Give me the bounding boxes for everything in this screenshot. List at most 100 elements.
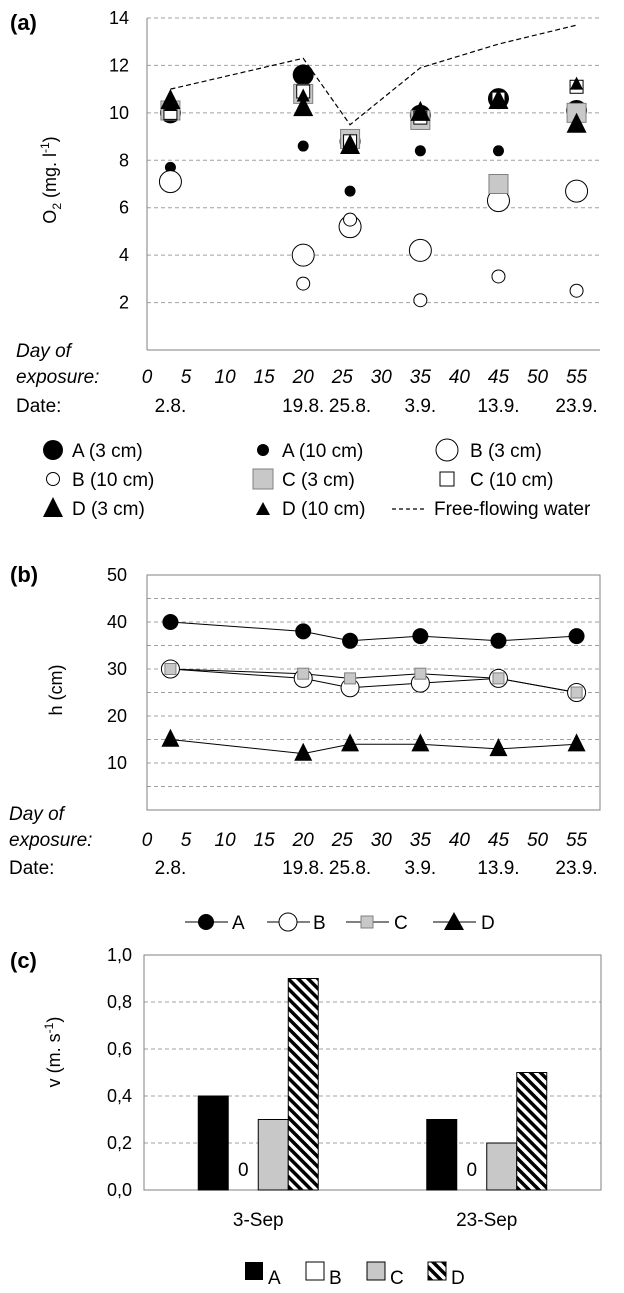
series-line-a — [170, 621, 577, 642]
point-d-10-cm--shape — [570, 76, 584, 90]
date-label: 2.8. — [155, 396, 187, 417]
date-label: 23.9. — [555, 396, 597, 417]
panel-a-letter: (a) — [10, 10, 37, 35]
svg-text:B (3 cm): B (3 cm) — [470, 441, 542, 462]
point-d-3-cm- — [293, 96, 314, 117]
point-a — [490, 632, 507, 649]
point-d — [411, 733, 430, 752]
y-tick-label: 10 — [107, 753, 127, 773]
category-label: 3-Sep — [233, 1210, 284, 1231]
x-tick-label: 50 — [527, 367, 549, 388]
x-tick-label: 20 — [292, 367, 315, 388]
x-tick-label: 35 — [410, 367, 432, 388]
bar-d — [516, 1072, 548, 1191]
svg-text:B (10 cm): B (10 cm) — [72, 470, 154, 491]
point-c-shape — [492, 672, 505, 685]
point-a-3-cm- — [292, 64, 314, 86]
y-tick-label: 30 — [107, 659, 127, 679]
svg-text:C: C — [390, 1268, 404, 1289]
legend-c-item: D — [427, 1261, 465, 1289]
point-d-shape — [489, 738, 508, 757]
x-tick-label: 25 — [331, 830, 354, 851]
point-d-10-cm- — [491, 95, 505, 109]
x-tick-label: 55 — [566, 367, 588, 388]
point-d — [567, 733, 586, 752]
point-d-10-cm- — [343, 135, 357, 149]
y-tick-label: 0,0 — [107, 1180, 132, 1200]
point-c-shape — [414, 667, 427, 680]
point-a — [342, 632, 359, 649]
x-tick-label: 30 — [371, 830, 393, 851]
point-b-3-cm- — [565, 179, 589, 203]
date-label: 19.8. — [282, 396, 324, 417]
x-tick-label: 15 — [254, 367, 276, 388]
point-b-10-cm- — [343, 212, 358, 227]
point-a — [412, 628, 429, 645]
point-a-shape — [412, 628, 429, 645]
y-tick-label: 14 — [109, 8, 129, 28]
point-c-3-cm--shape — [488, 174, 509, 194]
bar-zero-label: 0 — [466, 1160, 477, 1181]
x-tick-label: 0 — [142, 830, 153, 851]
date-label: 25.8. — [329, 396, 371, 417]
legend-c: A B C D — [245, 1261, 465, 1289]
legend-a-item: A (10 cm) — [257, 441, 363, 462]
point-d — [161, 728, 180, 747]
svg-text:C (10 cm): C (10 cm) — [470, 470, 553, 491]
legend-a-item: D (3 cm) — [43, 497, 145, 520]
point-b-10-cm- — [491, 269, 506, 284]
bar-a — [426, 1119, 458, 1191]
y-tick-label: 0,8 — [107, 992, 132, 1012]
point-a-3-cm--shape — [292, 64, 314, 86]
y-tick-label: 0,2 — [107, 1133, 132, 1153]
point-c — [164, 663, 177, 675]
point-d-shape — [294, 742, 313, 761]
svg-text:D: D — [481, 913, 495, 934]
x-tick-label: 45 — [488, 830, 510, 851]
legend-a-item: C (3 cm) — [252, 468, 355, 491]
point-b-3-cm- — [291, 243, 315, 267]
svg-text:Free-flowing water: Free-flowing water — [434, 499, 591, 520]
point-b-10-cm--shape — [569, 283, 584, 298]
svg-text:A: A — [268, 1268, 281, 1289]
legend-b: A B C D — [185, 912, 495, 934]
x-tick-label: 50 — [527, 830, 549, 851]
legend-a-item: A (3 cm) — [43, 440, 143, 462]
x-tick-label: 25 — [331, 367, 354, 388]
point-a-shape — [162, 614, 179, 630]
point-d — [489, 738, 508, 757]
point-d-10-cm--shape — [343, 135, 357, 149]
point-d-10-cm--shape — [413, 102, 427, 116]
svg-text:D (3 cm): D (3 cm) — [72, 499, 145, 520]
point-d-10-cm- — [163, 97, 177, 111]
legend-a-item: D (10 cm) — [256, 499, 365, 520]
point-d-3-cm--shape — [293, 96, 314, 117]
point-a-10-cm- — [344, 185, 356, 197]
legend-b-item: D — [433, 912, 495, 934]
point-b-3-cm--shape — [158, 170, 182, 194]
date-label: 13.9. — [477, 858, 519, 879]
point-a — [568, 628, 585, 645]
point-b-3-cm--shape — [408, 238, 432, 262]
point-d-10-cm--shape — [163, 97, 177, 111]
legend-a-item: B (3 cm) — [435, 438, 542, 462]
point-a-shape — [568, 628, 585, 645]
point-c — [414, 667, 427, 680]
point-c — [492, 672, 505, 685]
panel-a-day-label-1: Day of — [16, 341, 73, 362]
point-d-shape — [341, 733, 360, 752]
point-b-10-cm--shape — [413, 293, 428, 308]
plot-frame — [146, 574, 601, 811]
point-d-10-cm- — [413, 102, 427, 116]
date-label: 3.9. — [405, 396, 437, 417]
panel-b-ylabel: h (cm) — [46, 665, 66, 716]
x-tick-label: 5 — [181, 830, 192, 851]
y-tick-label: 12 — [109, 55, 129, 75]
panel-b-date-label: Date: — [9, 858, 54, 879]
svg-text:D: D — [451, 1268, 465, 1289]
point-d-10-cm- — [570, 76, 584, 90]
legend-c-item: B — [305, 1261, 342, 1289]
x-tick-label: 5 — [181, 367, 192, 388]
legend-b-item: C — [346, 913, 408, 934]
